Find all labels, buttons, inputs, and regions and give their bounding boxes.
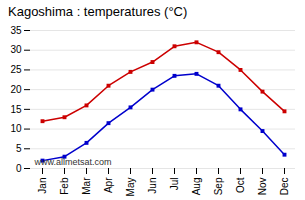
svg-text:35: 35 bbox=[10, 25, 22, 36]
svg-text:May: May bbox=[125, 178, 136, 197]
svg-text:Jan: Jan bbox=[37, 178, 48, 194]
svg-text:Dec: Dec bbox=[279, 178, 290, 196]
svg-text:25: 25 bbox=[10, 64, 22, 75]
svg-text:www.allmetsat.com: www.allmetsat.com bbox=[34, 157, 112, 167]
svg-text:Aug: Aug bbox=[191, 178, 202, 196]
svg-text:5: 5 bbox=[16, 143, 22, 154]
svg-text:Oct: Oct bbox=[235, 177, 246, 193]
svg-text:20: 20 bbox=[10, 84, 22, 95]
svg-text:15: 15 bbox=[10, 104, 22, 115]
svg-text:30: 30 bbox=[10, 44, 22, 55]
svg-text:Jun: Jun bbox=[147, 178, 158, 194]
svg-text:Sep: Sep bbox=[213, 177, 224, 195]
svg-text:Apr: Apr bbox=[103, 177, 114, 193]
svg-text:10: 10 bbox=[10, 123, 22, 134]
html-text:Kagoshima : temperatures (°C): Kagoshima : temperatures (°C) bbox=[8, 4, 188, 19]
svg-text:Jul: Jul bbox=[169, 178, 180, 191]
svg-text:Mar: Mar bbox=[81, 177, 92, 195]
svg-text:0: 0 bbox=[16, 163, 22, 174]
svg-text:Nov: Nov bbox=[257, 178, 268, 196]
svg-text:Feb: Feb bbox=[59, 177, 70, 195]
